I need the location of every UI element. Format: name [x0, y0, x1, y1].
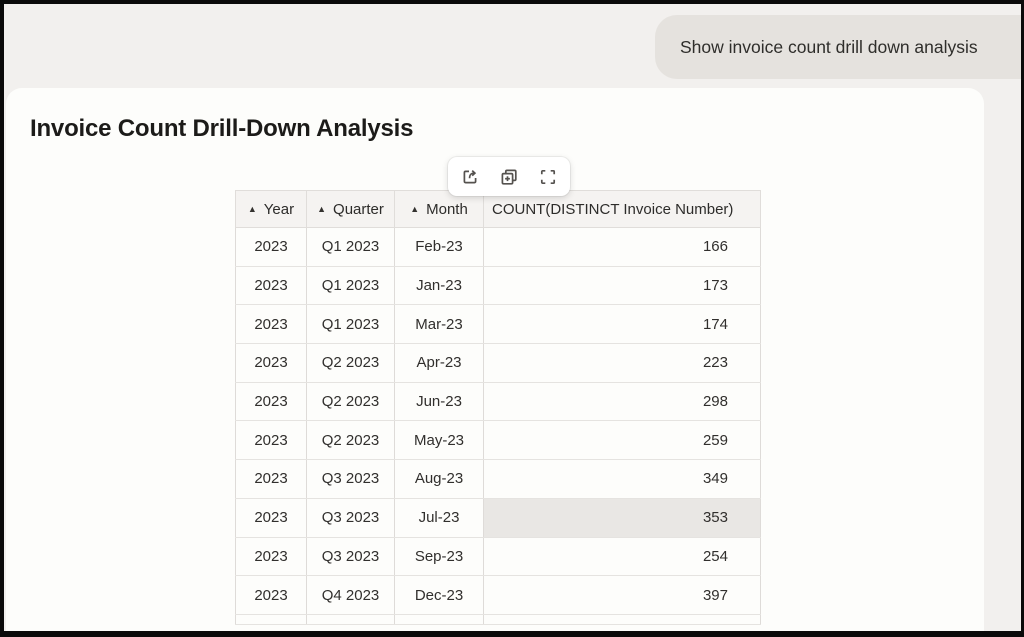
cell-year[interactable]: 2023 [235, 536, 307, 577]
cell-count[interactable]: 298 [483, 381, 761, 422]
cell-empty [483, 613, 761, 625]
cell-year[interactable]: 2023 [235, 575, 307, 615]
cell-year[interactable]: 2023 [235, 497, 307, 538]
cell-year[interactable]: 2023 [235, 304, 307, 345]
cell-month[interactable]: Jul-23 [394, 497, 484, 538]
cell-month[interactable]: Sep-23 [394, 536, 484, 577]
chat-message-text: Show invoice count drill down analysis [680, 36, 978, 57]
table-row: 2023 Q1 2023 Jan-23 173 [235, 265, 761, 306]
table-row: 2023 Q4 2023 Dec-23 397 [235, 575, 761, 615]
cell-empty [235, 613, 307, 625]
cell-month[interactable]: Apr-23 [394, 343, 484, 383]
sort-ascending-icon: ▲ [317, 203, 327, 214]
chat-message-bubble: Show invoice count drill down analysis [655, 15, 1021, 79]
cell-month[interactable]: Feb-23 [394, 227, 484, 267]
drilldown-table: ▲ Year ▲ Quarter ▲ Month COUNT(DISTINCT Inv… [235, 190, 761, 625]
cell-count[interactable]: 397 [483, 575, 761, 615]
cell-quarter[interactable]: Q4 2023 [306, 575, 395, 615]
cell-quarter[interactable]: Q3 2023 [306, 459, 395, 499]
cell-empty [306, 613, 395, 625]
cell-quarter[interactable]: Q1 2023 [306, 227, 395, 267]
cell-quarter[interactable]: Q1 2023 [306, 304, 395, 345]
cell-month[interactable]: Aug-23 [394, 459, 484, 499]
cell-count[interactable]: 259 [483, 420, 761, 461]
export-icon [460, 167, 480, 187]
export-button[interactable] [455, 162, 485, 192]
cell-year[interactable]: 2023 [235, 265, 307, 306]
sort-ascending-icon: ▲ [410, 203, 420, 214]
cell-quarter[interactable]: Q1 2023 [306, 265, 395, 306]
column-header-label: COUNT(DISTINCT Invoice Number) [492, 200, 734, 218]
cell-count[interactable]: 173 [483, 265, 761, 306]
cell-quarter[interactable]: Q3 2023 [306, 536, 395, 577]
cell-quarter[interactable]: Q2 2023 [306, 420, 395, 461]
cell-count[interactable]: 223 [483, 343, 761, 383]
cell-month[interactable]: Jun-23 [394, 381, 484, 422]
table-row: 2023 Q3 2023 Jul-23 353 [235, 497, 761, 538]
column-header-label: Year [263, 200, 295, 218]
column-header-label: Month [426, 200, 468, 218]
cell-quarter[interactable]: Q3 2023 [306, 497, 395, 538]
sort-ascending-icon: ▲ [247, 203, 257, 214]
page-title: Invoice Count Drill-Down Analysis [30, 115, 414, 142]
column-header-count[interactable]: COUNT(DISTINCT Invoice Number) [483, 190, 761, 228]
cell-count[interactable]: 349 [483, 459, 761, 499]
table-row: 2023 Q1 2023 Mar-23 174 [235, 304, 761, 345]
cell-count[interactable]: 166 [483, 227, 761, 267]
column-header-year[interactable]: ▲ Year [235, 190, 307, 228]
cell-month[interactable]: Jan-23 [394, 265, 484, 306]
duplicate-plus-icon [499, 167, 519, 187]
table-row: 2023 Q1 2023 Feb-23 166 [235, 227, 761, 267]
cell-year[interactable]: 2023 [235, 227, 307, 267]
table-body: 2023 Q1 2023 Feb-23 166 2023 Q1 2023 Jan-23 173… [235, 227, 761, 625]
duplicate-button[interactable] [494, 162, 524, 192]
cell-quarter[interactable]: Q2 2023 [306, 381, 395, 422]
visualization-toolbar [448, 157, 570, 196]
cell-year[interactable]: 2023 [235, 420, 307, 461]
cell-count[interactable]: 353 [483, 497, 761, 538]
column-header-month[interactable]: ▲ Month [394, 190, 484, 228]
table-row: 2023 Q3 2023 Sep-23 254 [235, 536, 761, 577]
maximize-button[interactable] [533, 162, 563, 192]
cell-year[interactable]: 2023 [235, 343, 307, 383]
table-row: 2023 Q3 2023 Aug-23 349 [235, 459, 761, 499]
table-header-row: ▲ Year ▲ Quarter ▲ Month COUNT(DISTINCT Inv… [235, 190, 761, 228]
table-row: 2023 Q2 2023 Jun-23 298 [235, 381, 761, 422]
cell-count[interactable]: 254 [483, 536, 761, 577]
column-header-label: Quarter [333, 200, 384, 218]
table-row: 2023 Q2 2023 Apr-23 223 [235, 343, 761, 383]
cell-month[interactable]: May-23 [394, 420, 484, 461]
table-row-partial [235, 613, 761, 625]
table-row: 2023 Q2 2023 May-23 259 [235, 420, 761, 461]
cell-empty [394, 613, 484, 625]
cell-year[interactable]: 2023 [235, 381, 307, 422]
cell-year[interactable]: 2023 [235, 459, 307, 499]
cell-count[interactable]: 174 [483, 304, 761, 345]
analysis-panel: Invoice Count Drill-Down Analysis [6, 88, 984, 631]
fullscreen-icon [538, 167, 558, 187]
cell-month[interactable]: Dec-23 [394, 575, 484, 615]
cell-quarter[interactable]: Q2 2023 [306, 343, 395, 383]
column-header-quarter[interactable]: ▲ Quarter [306, 190, 395, 228]
cell-month[interactable]: Mar-23 [394, 304, 484, 345]
